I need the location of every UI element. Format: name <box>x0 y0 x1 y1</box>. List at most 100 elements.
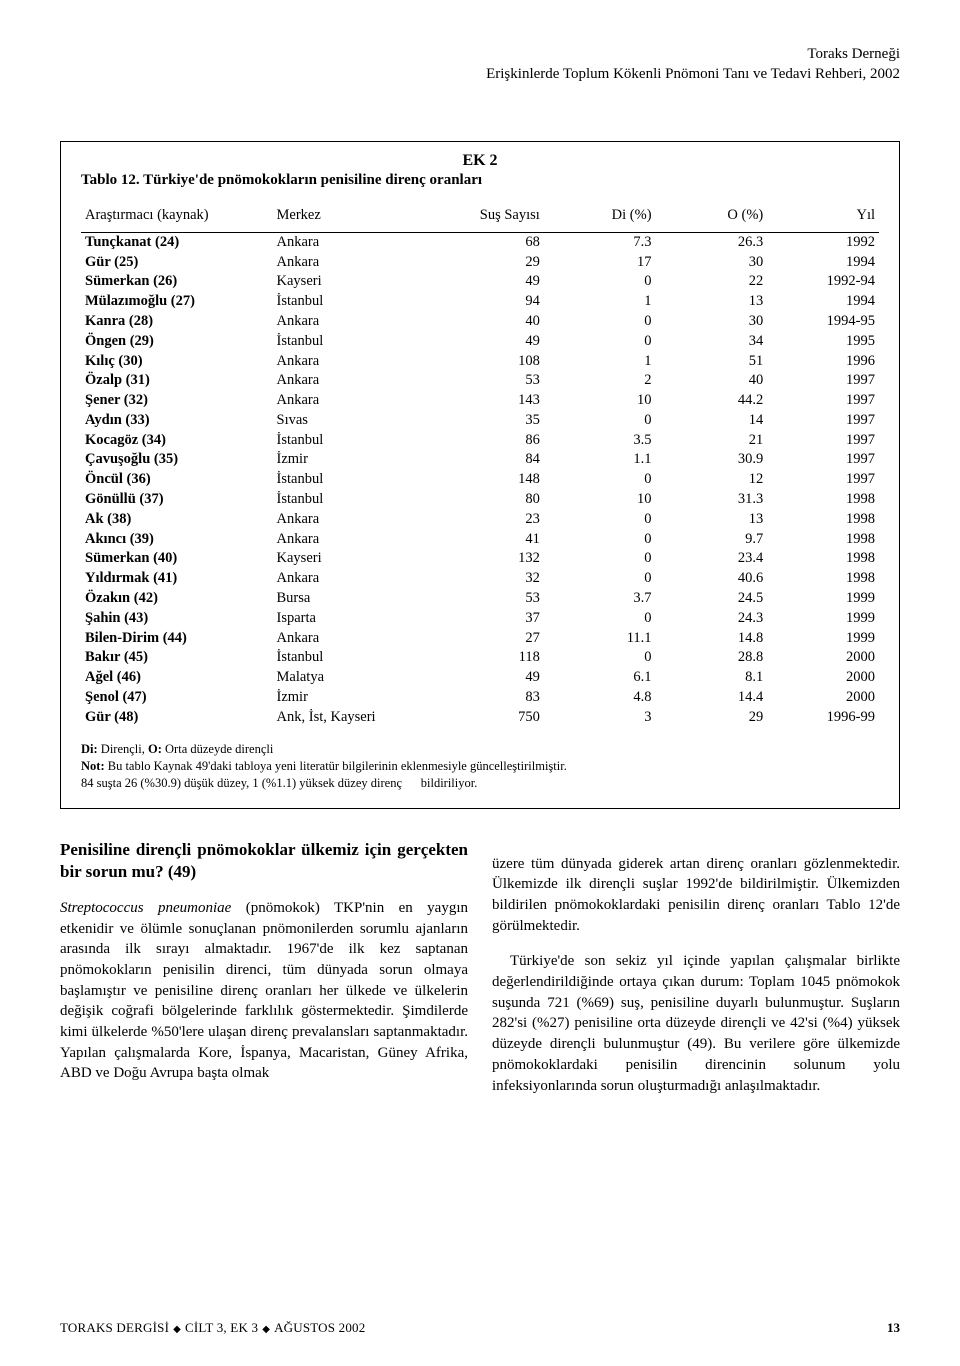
table-cell: Öncül (36) <box>81 470 273 490</box>
table-cell: 14 <box>656 411 768 431</box>
table-cell: 1 <box>544 351 656 371</box>
table-cell: Kılıç (30) <box>81 351 273 371</box>
table-row: Çavuşoğlu (35)İzmir841.130.91997 <box>81 450 879 470</box>
table-cell: Ank, İst, Kayseri <box>273 707 433 727</box>
table-row: Aydın (33)Sıvas350141997 <box>81 411 879 431</box>
table-cell: Tunçkanat (24) <box>81 232 273 252</box>
footnote-line3b: bildiriliyor. <box>421 776 478 790</box>
table-cell: 53 <box>432 589 544 609</box>
table-cell: 1995 <box>767 331 879 351</box>
table-cell: 94 <box>432 292 544 312</box>
table-row: Akıncı (39)Ankara4109.71998 <box>81 529 879 549</box>
table-cell: 0 <box>544 411 656 431</box>
table-cell: Ankara <box>273 529 433 549</box>
table-cell: 0 <box>544 509 656 529</box>
table-row: Öncül (36)İstanbul1480121997 <box>81 470 879 490</box>
table-cell: 1992 <box>767 232 879 252</box>
table-cell: 1992-94 <box>767 272 879 292</box>
table-cell: 1998 <box>767 509 879 529</box>
page-footer: TORAKS DERGİSİ◆CİLT 3, EK 3◆AĞUSTOS 2002… <box>60 1320 900 1336</box>
table-cell: 0 <box>544 569 656 589</box>
table-cell: Öngen (29) <box>81 331 273 351</box>
table-cell: 148 <box>432 470 544 490</box>
table-cell: 12 <box>656 470 768 490</box>
footer-left: TORAKS DERGİSİ◆CİLT 3, EK 3◆AĞUSTOS 2002 <box>60 1320 365 1336</box>
table-row: Öngen (29)İstanbul490341995 <box>81 331 879 351</box>
table-row: Şener (32)Ankara1431044.21997 <box>81 391 879 411</box>
body-columns: Penisiline dirençli pnömokoklar ülkemiz … <box>60 839 900 1112</box>
table-column-header: Di (%) <box>544 203 656 233</box>
table-row: Sümerkan (40)Kayseri132023.41998 <box>81 549 879 569</box>
table-column-header: Yıl <box>767 203 879 233</box>
table-cell: 1997 <box>767 470 879 490</box>
table-cell: Aydın (33) <box>81 411 273 431</box>
table-cell: 80 <box>432 490 544 510</box>
header-line-1: Toraks Derneği <box>60 44 900 64</box>
table-cell: 34 <box>656 331 768 351</box>
table-cell: Özakın (42) <box>81 589 273 609</box>
table-cell: 21 <box>656 430 768 450</box>
right-paragraph-2: Türkiye'de son sekiz yıl içinde yapılan … <box>492 951 900 1096</box>
footer-date: AĞUSTOS 2002 <box>274 1320 365 1335</box>
table-cell: 1 <box>544 292 656 312</box>
table-cell: 49 <box>432 331 544 351</box>
table-cell: 24.3 <box>656 608 768 628</box>
table-column-header: Merkez <box>273 203 433 233</box>
table-cell: 4.8 <box>544 687 656 707</box>
table-cell: 22 <box>656 272 768 292</box>
section-heading: Penisiline dirençli pnömokoklar ülkemiz … <box>60 839 468 883</box>
running-header: Toraks Derneği Erişkinlerde Toplum Köken… <box>60 44 900 85</box>
table-cell: 1997 <box>767 450 879 470</box>
table-cell: Şener (32) <box>81 391 273 411</box>
table-cell: Mülazımoğlu (27) <box>81 292 273 312</box>
table-cell: 14.4 <box>656 687 768 707</box>
right-paragraph-1: üzere tüm dünyada giderek artan direnç o… <box>492 854 900 937</box>
resistance-table: Araştırmacı (kaynak)MerkezSuş SayısıDi (… <box>81 203 879 728</box>
table-row: Gür (25)Ankara2917301994 <box>81 252 879 272</box>
table-cell: 0 <box>544 312 656 332</box>
table-row: Özalp (31)Ankara532401997 <box>81 371 879 391</box>
table-cell: Şenol (47) <box>81 687 273 707</box>
table-row: Ağel (46)Malatya496.18.12000 <box>81 668 879 688</box>
table-column-header: Araştırmacı (kaynak) <box>81 203 273 233</box>
table-row: Şenol (47)İzmir834.814.42000 <box>81 687 879 707</box>
table-cell: Isparta <box>273 608 433 628</box>
table-cell: 41 <box>432 529 544 549</box>
table-cell: Ankara <box>273 232 433 252</box>
footnote-di-text: Dirençli, <box>98 742 148 756</box>
table-cell: 29 <box>656 707 768 727</box>
table-cell: 1998 <box>767 549 879 569</box>
table-cell: 29 <box>432 252 544 272</box>
table-cell: 10 <box>544 490 656 510</box>
table-cell: 2 <box>544 371 656 391</box>
table-cell: Ağel (46) <box>81 668 273 688</box>
table-cell: 0 <box>544 470 656 490</box>
table-cell: Kanra (28) <box>81 312 273 332</box>
table-cell: 1996-99 <box>767 707 879 727</box>
table-cell: Bilen-Dirim (44) <box>81 628 273 648</box>
footnote-di-label: Di: <box>81 742 98 756</box>
table-cell: 40.6 <box>656 569 768 589</box>
table-cell: 11.1 <box>544 628 656 648</box>
table-cell: Malatya <box>273 668 433 688</box>
table-cell: 40 <box>656 371 768 391</box>
table-cell: 24.5 <box>656 589 768 609</box>
table-row: Gönüllü (37)İstanbul801031.31998 <box>81 490 879 510</box>
table-row: Özakın (42)Bursa533.724.51999 <box>81 589 879 609</box>
table-header-row: Araştırmacı (kaynak)MerkezSuş SayısıDi (… <box>81 203 879 233</box>
table-row: Kanra (28)Ankara400301994-95 <box>81 312 879 332</box>
table-cell: 1999 <box>767 589 879 609</box>
table-cell: 26.3 <box>656 232 768 252</box>
table-cell: 132 <box>432 549 544 569</box>
table-row: Sümerkan (26)Kayseri490221992-94 <box>81 272 879 292</box>
table-cell: 17 <box>544 252 656 272</box>
table-row: Bilen-Dirim (44)Ankara2711.114.81999 <box>81 628 879 648</box>
table-cell: Ankara <box>273 371 433 391</box>
table-cell: Ankara <box>273 509 433 529</box>
table-cell: 1997 <box>767 391 879 411</box>
footnote-note-label: Not: <box>81 759 105 773</box>
table-cell: 27 <box>432 628 544 648</box>
table-cell: 1996 <box>767 351 879 371</box>
table-cell: 1997 <box>767 411 879 431</box>
table-cell: 108 <box>432 351 544 371</box>
